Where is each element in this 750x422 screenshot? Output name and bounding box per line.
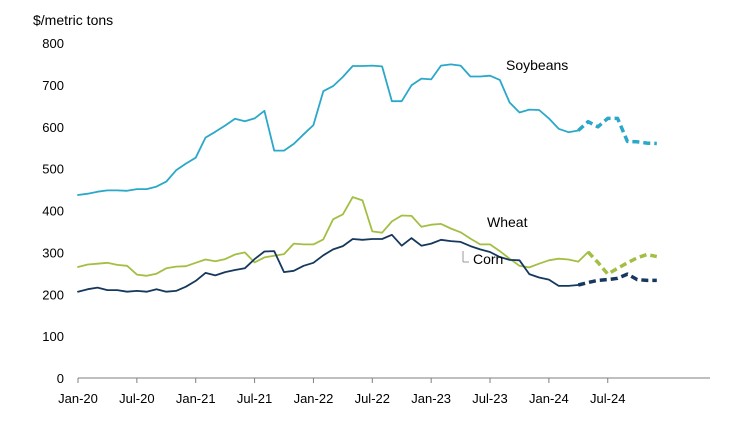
x-axis: Jan-20 Jul-20 Jan-21 Jul-21 Jan-22 Jul-22 Jan-… — [58, 377, 710, 406]
corn-label: Corn — [473, 251, 503, 267]
x-tick-label: Jan-20 — [58, 391, 98, 406]
soybeans-label: Soybeans — [506, 57, 568, 73]
y-tick-label: 600 — [42, 120, 64, 135]
x-tick-label: Jul-24 — [590, 391, 625, 406]
soybeans-forecast-line — [577, 116, 657, 146]
y-tick-label: 100 — [42, 329, 64, 344]
y-tick-label: 0 — [57, 371, 64, 386]
x-tick-label: Jul-22 — [355, 391, 390, 406]
y-tick-label: 200 — [42, 287, 64, 302]
series-lines — [77, 63, 658, 293]
soybeans-line — [77, 63, 580, 196]
corn-forecast-line — [577, 272, 657, 287]
y-tick-label: 400 — [42, 204, 64, 219]
series-labels: Soybeans Wheat Corn — [462, 57, 568, 267]
y-tick-label: 500 — [42, 162, 64, 177]
x-tick-label: Jan-22 — [294, 391, 334, 406]
x-tick-label: Jul-23 — [472, 391, 507, 406]
corn-line — [77, 233, 580, 293]
wheat-label: Wheat — [487, 214, 528, 230]
y-axis-label: $/metric tons — [33, 12, 113, 28]
x-tick-label: Jan-24 — [529, 391, 569, 406]
wheat-line — [77, 196, 589, 277]
y-axis: 0 100 200 300 400 500 600 700 800 — [42, 36, 64, 386]
x-tick-label: Jan-23 — [411, 391, 451, 406]
x-tick-label: Jan-21 — [176, 391, 216, 406]
y-tick-label: 300 — [42, 245, 64, 260]
wheat-forecast-line — [586, 250, 658, 276]
x-tick-label: Jul-21 — [237, 391, 272, 406]
x-tick-label: Jul-20 — [119, 391, 154, 406]
y-tick-label: 800 — [42, 36, 64, 51]
y-tick-label: 700 — [42, 78, 64, 93]
